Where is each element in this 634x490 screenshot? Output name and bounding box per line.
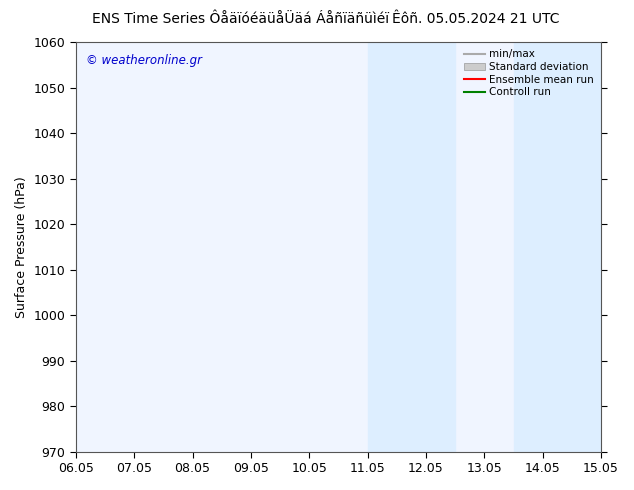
Text: Êôñ. 05.05.2024 21 UTC: Êôñ. 05.05.2024 21 UTC xyxy=(392,12,559,26)
Bar xyxy=(514,42,601,452)
Text: ENS Time Series ÔåäïóéäüåÜäá Áåñïäñüìéï: ENS Time Series ÔåäïóéäüåÜäá Áåñïäñüìéï xyxy=(93,12,389,26)
Y-axis label: Surface Pressure (hPa): Surface Pressure (hPa) xyxy=(15,176,28,318)
Bar xyxy=(368,42,455,452)
Text: © weatheronline.gr: © weatheronline.gr xyxy=(86,54,202,67)
Legend: min/max, Standard deviation, Ensemble mean run, Controll run: min/max, Standard deviation, Ensemble me… xyxy=(462,47,596,99)
